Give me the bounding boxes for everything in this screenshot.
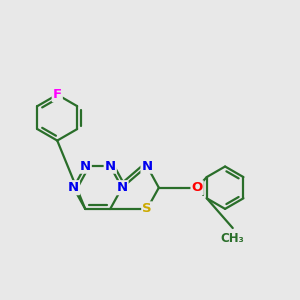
Text: CH₃: CH₃ — [221, 232, 244, 245]
Text: N: N — [116, 181, 128, 194]
Text: O: O — [191, 181, 203, 194]
Text: N: N — [105, 160, 116, 173]
Text: S: S — [142, 202, 152, 215]
Text: F: F — [53, 88, 62, 101]
Text: N: N — [68, 181, 79, 194]
Text: N: N — [142, 160, 153, 173]
Text: N: N — [80, 160, 91, 173]
